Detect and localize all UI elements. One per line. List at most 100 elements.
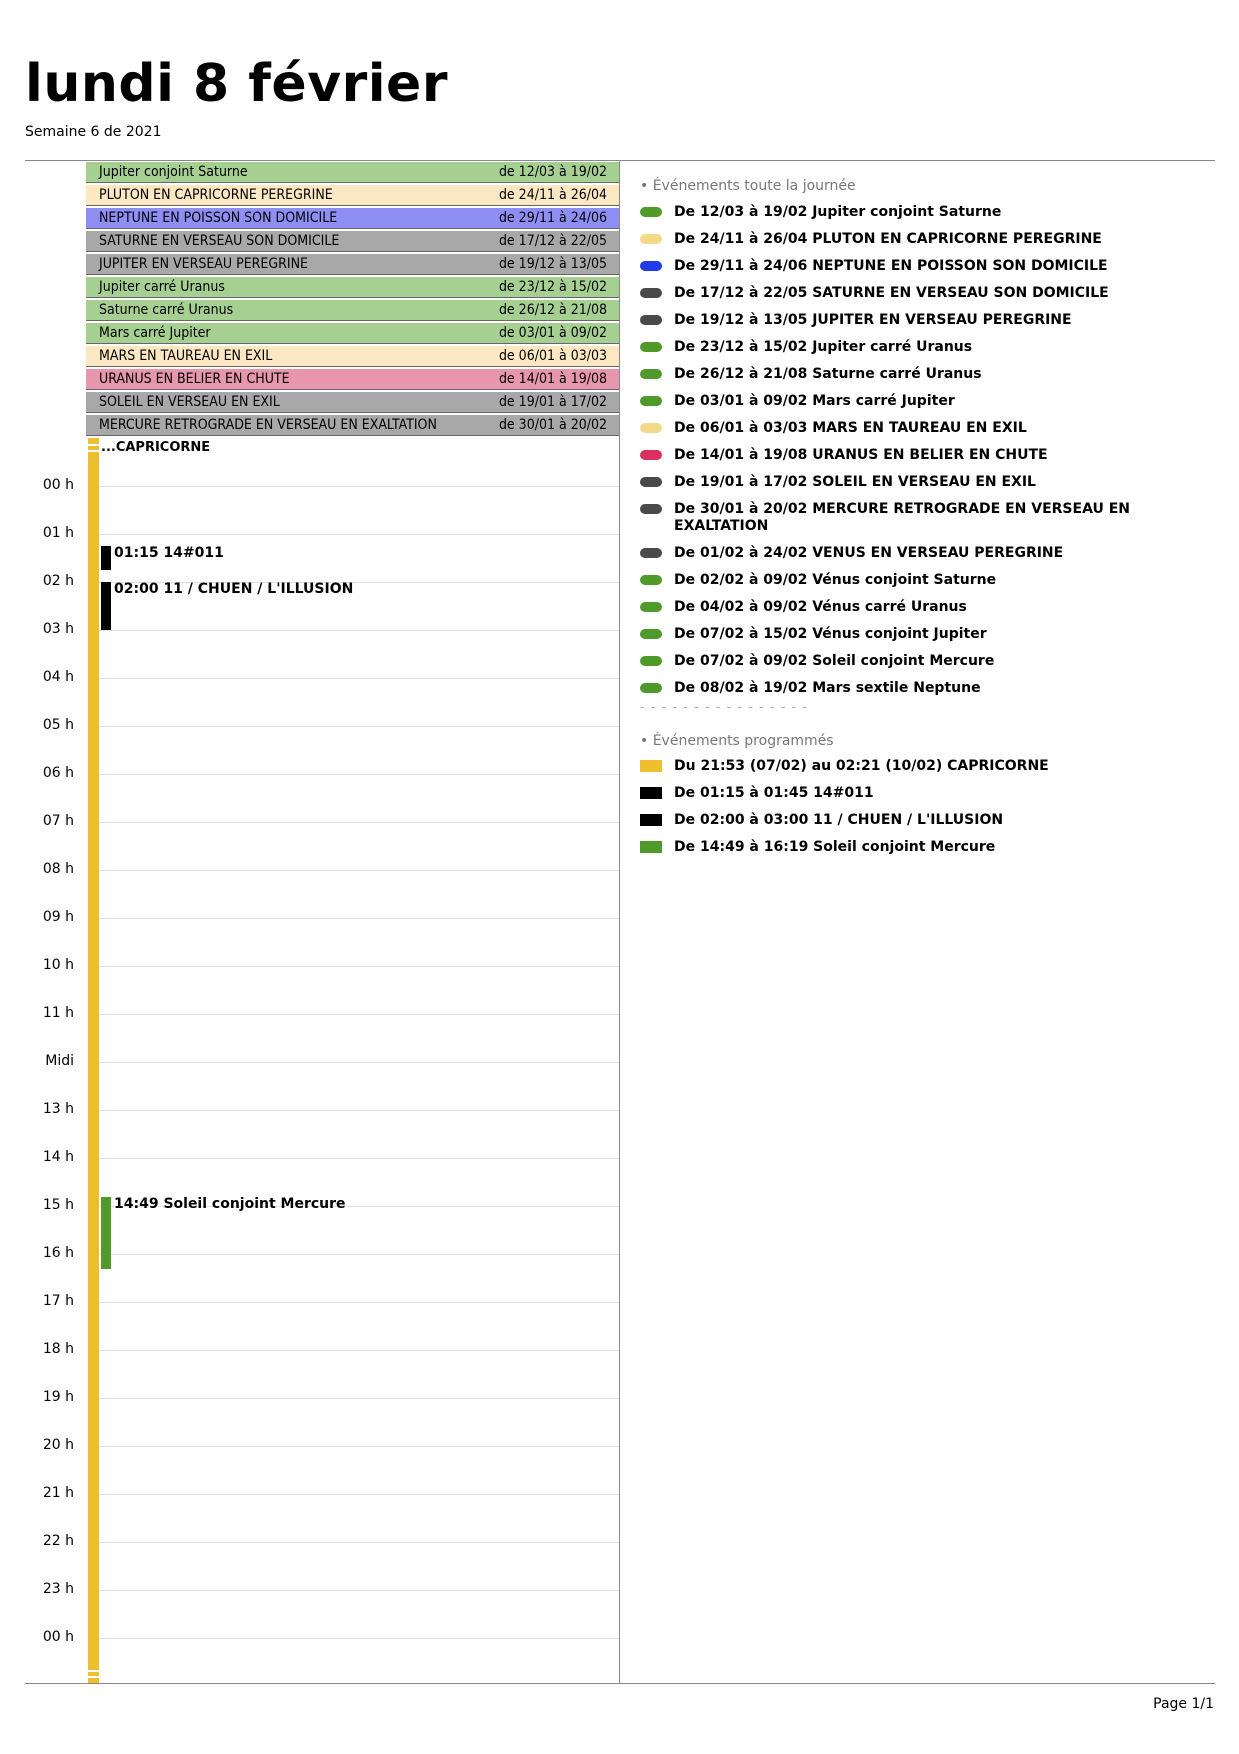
allday-event-dates: de 06/01 à 03/03: [498, 348, 607, 364]
legend-scheduled-item[interactable]: De 02:00 à 03:00 11 / CHUEN / L'ILLUSION: [640, 812, 1210, 829]
legend-item-text: De 17/12 à 22/05 SATURNE EN VERSEAU SON …: [674, 285, 1109, 301]
legend-allday-item[interactable]: De 08/02 à 19/02 Mars sextile Neptune: [640, 680, 1210, 697]
legend-allday-item[interactable]: De 26/12 à 21/08 Saturne carré Uranus: [640, 366, 1210, 383]
legend-item-text: De 03/01 à 09/02 Mars carré Jupiter: [674, 393, 955, 409]
hour-label: 09 h: [42, 909, 74, 925]
legend-allday-item[interactable]: De 17/12 à 22/05 SATURNE EN VERSEAU SON …: [640, 285, 1210, 302]
allday-event-name: Mars carré Jupiter: [99, 325, 211, 341]
capricorne-event-bar[interactable]: [88, 438, 99, 1683]
hour-gridline: [99, 1350, 619, 1351]
allday-event-bar[interactable]: MERCURE RETROGRADE EN VERSEAU EN EXALTAT…: [86, 415, 619, 436]
legend-item-text: De 07/02 à 09/02 Soleil conjoint Mercure: [674, 653, 995, 669]
color-swatch: [640, 814, 662, 826]
allday-event-dates: de 29/11 à 24/06: [498, 210, 607, 226]
hour-gridline: [99, 918, 619, 919]
timed-event-label[interactable]: 02:00 11 / CHUEN / L'ILLUSION: [114, 581, 354, 597]
color-swatch: [640, 683, 662, 693]
allday-event-bar[interactable]: PLUTON EN CAPRICORNE PEREGRINE de 24/11 à…: [86, 185, 619, 206]
timed-event-label[interactable]: 14:49 Soleil conjoint Mercure: [114, 1196, 346, 1213]
legend-item-text: De 08/02 à 19/02 Mars sextile Neptune: [674, 680, 981, 696]
legend-item-text: De 02:00 à 03:00 11 / CHUEN / L'ILLUSION: [674, 812, 1004, 828]
hour-label: 04 h: [42, 669, 74, 685]
color-swatch: [640, 342, 662, 352]
timed-event-block[interactable]: [101, 582, 111, 630]
color-swatch: [640, 760, 662, 772]
legend-allday-item[interactable]: De 29/11 à 24/06 NEPTUNE EN POISSON SON …: [640, 258, 1210, 275]
legend-scheduled-item[interactable]: De 01:15 à 01:45 14#011: [640, 785, 1210, 802]
allday-event-bar[interactable]: Jupiter carré Uranus de 23/12 à 15/02: [86, 277, 619, 298]
hour-gridline: [99, 1446, 619, 1447]
legend-allday-item[interactable]: De 07/02 à 09/02 Soleil conjoint Mercure: [640, 653, 1210, 670]
hour-gridline: [99, 966, 619, 967]
allday-event-bar[interactable]: Saturne carré Uranus de 26/12 à 21/08: [86, 300, 619, 321]
allday-event-bar[interactable]: MARS EN TAUREAU EN EXIL de 06/01 à 03/03: [86, 346, 619, 367]
legend-item-text: De 06/01 à 03/03 MARS EN TAUREAU EN EXIL: [674, 420, 1027, 436]
allday-event-bar[interactable]: JUPITER EN VERSEAU PEREGRINE de 19/12 à 1…: [86, 254, 619, 275]
color-swatch: [640, 629, 662, 639]
color-swatch: [640, 841, 662, 853]
legend-allday-item[interactable]: De 24/11 à 26/04 PLUTON EN CAPRICORNE PE…: [640, 231, 1210, 248]
hour-label: 14 h: [42, 1149, 74, 1165]
hour-label: 22 h: [42, 1533, 74, 1549]
continuation-marker: [88, 1670, 99, 1672]
allday-event-dates: de 26/12 à 21/08: [498, 302, 607, 318]
hour-label: 05 h: [42, 717, 74, 733]
legend-allday-item[interactable]: De 04/02 à 09/02 Vénus carré Uranus: [640, 599, 1210, 616]
legend-item-text: De 19/01 à 17/02 SOLEIL EN VERSEAU EN EX…: [674, 474, 1036, 490]
page-number: Page 1/1: [1153, 1696, 1214, 1712]
legend-allday-item[interactable]: De 19/01 à 17/02 SOLEIL EN VERSEAU EN EX…: [640, 474, 1210, 491]
legend-allday-item[interactable]: De 30/01 à 20/02 MERCURE RETROGRADE EN V…: [640, 501, 1210, 535]
continuation-marker: [88, 450, 99, 452]
color-swatch: [640, 450, 662, 460]
legend-item-text: De 12/03 à 19/02 Jupiter conjoint Saturn…: [674, 204, 1002, 220]
hour-label: 18 h: [42, 1341, 74, 1357]
allday-event-dates: de 12/03 à 19/02: [498, 164, 607, 180]
legend-allday-item[interactable]: De 06/01 à 03/03 MARS EN TAUREAU EN EXIL: [640, 420, 1210, 437]
top-divider: [25, 160, 1215, 161]
timed-event-label[interactable]: 01:15 14#011: [114, 545, 224, 561]
allday-event-bar[interactable]: Mars carré Jupiter de 03/01 à 09/02: [86, 323, 619, 344]
legend-item-text: De 26/12 à 21/08 Saturne carré Uranus: [674, 366, 982, 382]
timed-event-block[interactable]: [101, 546, 111, 570]
legend-scheduled-item[interactable]: De 14:49 à 16:19 Soleil conjoint Mercure: [640, 839, 1210, 856]
allday-event-name: PLUTON EN CAPRICORNE PEREGRINE: [99, 187, 333, 203]
legend-allday-item[interactable]: De 23/12 à 15/02 Jupiter carré Uranus: [640, 339, 1210, 356]
hour-gridline: [99, 822, 619, 823]
hour-gridline: [99, 1542, 619, 1543]
hour-label: 16 h: [42, 1245, 74, 1261]
allday-event-dates: de 14/01 à 19/08: [498, 371, 607, 387]
hour-label: 02 h: [42, 573, 74, 589]
capricorne-label[interactable]: ...CAPRICORNE: [101, 440, 211, 455]
legend-item-text: De 19/12 à 13/05 JUPITER EN VERSEAU PERE…: [674, 312, 1072, 328]
legend-allday-item[interactable]: De 03/01 à 09/02 Mars carré Jupiter: [640, 393, 1210, 410]
legend-scheduled-item[interactable]: Du 21:53 (07/02) au 02:21 (10/02) CAPRIC…: [640, 758, 1210, 775]
allday-event-bar[interactable]: URANUS EN BELIER EN CHUTE de 14/01 à 19/0…: [86, 369, 619, 390]
legend-allday-item[interactable]: De 12/03 à 19/02 Jupiter conjoint Saturn…: [640, 204, 1210, 221]
allday-section-header: • Événements toute la journée: [640, 178, 856, 194]
color-swatch: [640, 787, 662, 799]
hour-gridline: [99, 870, 619, 871]
column-divider: [619, 160, 620, 1684]
allday-event-bar[interactable]: SATURNE EN VERSEAU SON DOMICILE de 17/12 …: [86, 231, 619, 252]
timed-event-block[interactable]: [101, 1197, 111, 1270]
legend-allday-item[interactable]: De 02/02 à 09/02 Vénus conjoint Saturne: [640, 572, 1210, 589]
color-swatch: [640, 477, 662, 487]
hour-label: 01 h: [42, 525, 74, 541]
allday-event-bar[interactable]: SOLEIL EN VERSEAU EN EXIL de 19/01 à 17/0…: [86, 392, 619, 413]
legend-allday-item[interactable]: De 01/02 à 24/02 VENUS EN VERSEAU PEREGR…: [640, 545, 1210, 562]
legend-allday-item[interactable]: De 19/12 à 13/05 JUPITER EN VERSEAU PERE…: [640, 312, 1210, 329]
hour-gridline: [99, 1398, 619, 1399]
hour-label: 21 h: [42, 1485, 74, 1501]
color-swatch: [640, 656, 662, 666]
legend-allday-item[interactable]: De 14/01 à 19/08 URANUS EN BELIER EN CHU…: [640, 447, 1210, 464]
hour-label: 00 h: [42, 477, 74, 493]
hour-label: 07 h: [42, 813, 74, 829]
allday-event-dates: de 19/01 à 17/02: [498, 394, 607, 410]
allday-event-bar[interactable]: Jupiter conjoint Saturne de 12/03 à 19/02: [86, 162, 619, 183]
hour-label: 06 h: [42, 765, 74, 781]
allday-event-bar[interactable]: NEPTUNE EN POISSON SON DOMICILE de 29/11 …: [86, 208, 619, 229]
legend-allday-item[interactable]: De 07/02 à 15/02 Vénus conjoint Jupiter: [640, 626, 1210, 643]
allday-event-name: URANUS EN BELIER EN CHUTE: [99, 371, 290, 387]
legend-item-text: De 07/02 à 15/02 Vénus conjoint Jupiter: [674, 626, 987, 642]
hour-gridline: [99, 1206, 619, 1207]
